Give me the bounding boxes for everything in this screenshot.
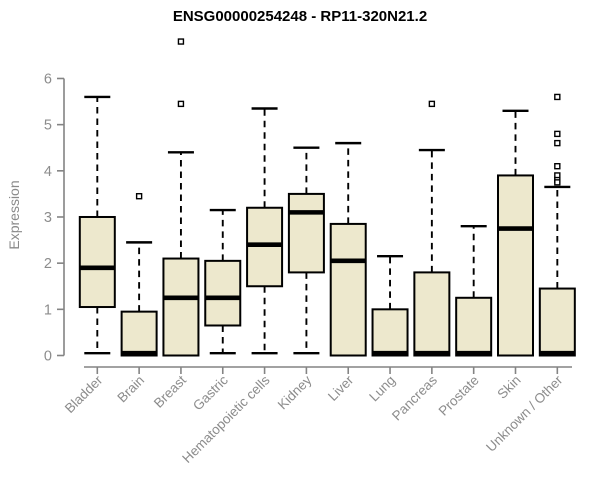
outlier-point-breast bbox=[177, 38, 185, 45]
x-tick-label-skin: Skin bbox=[494, 373, 523, 402]
box-lung bbox=[371, 308, 409, 357]
box-pancreas bbox=[413, 271, 451, 357]
y-tick-label: 5 bbox=[44, 118, 52, 134]
outlier-point-unknown-other bbox=[554, 163, 561, 170]
x-tick-label-bladder: Bladder bbox=[62, 372, 106, 416]
box-hematopoietic-cells bbox=[246, 206, 284, 288]
x-tick-label-liver: Liver bbox=[325, 372, 357, 404]
outlier-point-brain bbox=[135, 193, 143, 200]
outlier-point-unknown-other bbox=[554, 139, 561, 147]
chart-title: ENSG00000254248 - RP11-320N21.2 bbox=[172, 8, 428, 25]
x-tick-label-prostate: Prostate bbox=[436, 373, 482, 419]
x-tick-label-unknown-other: Unknown / Other bbox=[483, 372, 566, 455]
y-tick-label: 0 bbox=[44, 349, 52, 365]
box-bladder bbox=[78, 215, 116, 309]
x-tick-label-kidney: Kidney bbox=[275, 372, 315, 412]
x-tick-label-lung: Lung bbox=[366, 373, 398, 405]
box-kidney bbox=[287, 192, 325, 274]
x-tick-label-gastric: Gastric bbox=[190, 372, 231, 413]
outlier-point-unknown-other bbox=[554, 130, 561, 138]
y-tick-label: 6 bbox=[44, 71, 52, 87]
outlier-point-pancreas bbox=[428, 100, 436, 108]
box-liver bbox=[329, 222, 367, 357]
x-tick-label-pancreas: Pancreas bbox=[389, 372, 440, 423]
x-tick-label-breast: Breast bbox=[151, 372, 189, 410]
y-tick-label: 2 bbox=[44, 256, 52, 272]
outlier-point-unknown-other bbox=[554, 179, 561, 186]
outlier-point-breast bbox=[177, 100, 185, 108]
y-tick-label: 1 bbox=[44, 302, 52, 318]
y-tick-label: 3 bbox=[44, 210, 52, 226]
outlier-point-unknown-other bbox=[554, 93, 561, 101]
y-tick-label: 4 bbox=[44, 164, 52, 180]
x-tick-label-brain: Brain bbox=[114, 373, 147, 406]
box-prostate bbox=[455, 296, 493, 357]
box-breast bbox=[162, 257, 200, 357]
box-skin bbox=[497, 174, 534, 357]
box-gastric bbox=[204, 259, 242, 327]
box-brain bbox=[120, 310, 158, 357]
box-unknown-other bbox=[538, 287, 576, 357]
